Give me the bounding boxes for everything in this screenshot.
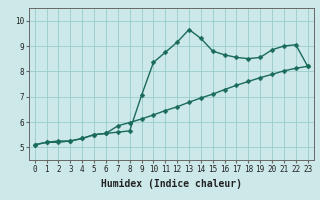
X-axis label: Humidex (Indice chaleur): Humidex (Indice chaleur): [101, 179, 242, 189]
